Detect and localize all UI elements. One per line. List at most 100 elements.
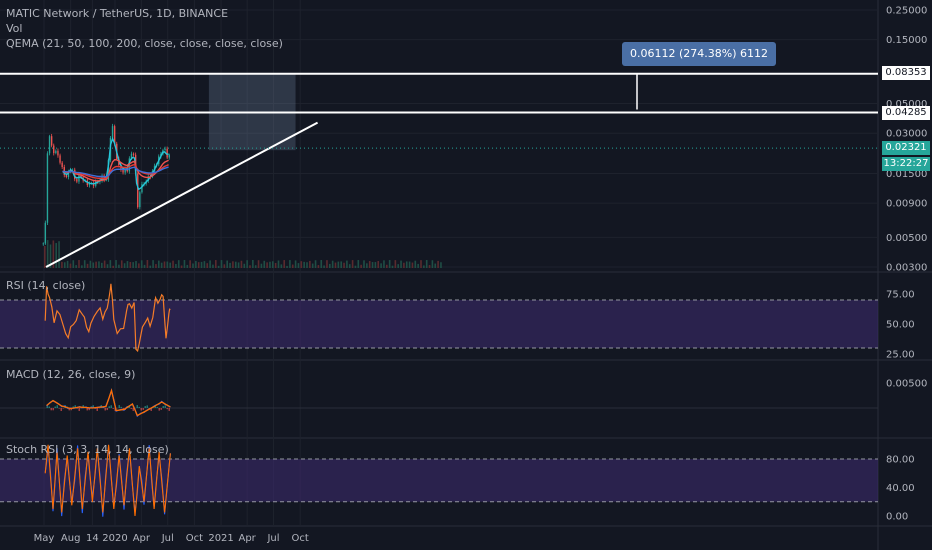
x-tick-label-10: Oct	[292, 533, 309, 544]
candle	[122, 170, 124, 173]
volume-bar	[346, 260, 348, 268]
macd-histogram-bar	[162, 406, 164, 408]
ascending-trendline	[45, 121, 319, 268]
x-tick-label-7: 2021	[208, 533, 233, 544]
volume-bar	[120, 260, 123, 268]
rsi-tick-label-0: 75.00	[886, 290, 915, 301]
symbol-title[interactable]: MATIC Network / TetherUS, 1D, BINANCE	[6, 7, 229, 20]
volume-bar	[252, 260, 254, 268]
macd-histogram-bar	[78, 408, 80, 411]
volume-bar	[158, 260, 160, 268]
qema-line-1	[62, 158, 169, 182]
x-tick-label-3: 2020	[102, 533, 127, 544]
volume-bar	[63, 262, 66, 268]
x-tick-label-5: Jul	[161, 533, 174, 544]
volume-bar	[420, 260, 422, 268]
macd-histogram-bar	[82, 405, 84, 408]
candle	[164, 148, 166, 151]
volume-bar	[388, 260, 391, 268]
volume-bar	[66, 260, 69, 268]
volume-bar	[437, 260, 439, 268]
qema-legend[interactable]: QEMA (21, 50, 100, 200, close, close, cl…	[6, 37, 283, 50]
volume-bar	[368, 261, 371, 268]
volume-bar	[103, 260, 106, 268]
volume-bar	[394, 260, 397, 268]
volume-bar	[234, 261, 237, 268]
volume-bar	[405, 261, 408, 268]
volume-bar	[374, 262, 377, 268]
candle	[113, 126, 116, 144]
volume-bar	[408, 261, 411, 268]
volume-bar	[46, 240, 49, 268]
volume-bar	[329, 263, 331, 268]
volume-bar	[243, 263, 246, 268]
volume-bar	[357, 260, 360, 268]
macd-histogram-bar	[150, 408, 152, 411]
volume-bar	[280, 264, 283, 268]
volume-bar	[98, 261, 100, 268]
macd-signal-line	[46, 388, 171, 417]
volume-bar	[414, 260, 417, 268]
volume-bar	[363, 260, 365, 268]
volume-bar	[317, 265, 320, 268]
candle	[92, 183, 95, 186]
volume-bar	[166, 261, 169, 268]
volume-bar	[217, 265, 220, 268]
volume-bar	[52, 240, 55, 268]
candle	[65, 175, 68, 177]
volume-bar	[306, 262, 308, 268]
lower-line-price-label: 0.04285	[882, 106, 930, 120]
qema-line-2	[62, 163, 169, 180]
volume-bar	[55, 243, 57, 268]
macd-histogram-bar	[136, 405, 138, 408]
volume-bar	[383, 260, 385, 268]
candle	[105, 179, 107, 181]
x-tick-label-4: Apr	[133, 533, 151, 544]
countdown-label: 13:22:27	[882, 157, 930, 171]
volume-bar	[294, 260, 297, 268]
volume-bar	[283, 260, 285, 268]
volume-bar	[380, 263, 382, 268]
volume-bar	[237, 262, 240, 268]
volume-bar	[195, 260, 197, 268]
last-price-label: 0.02321	[882, 141, 930, 155]
volume-bar	[323, 265, 325, 268]
macd-histogram-bar	[48, 406, 50, 408]
macd-histogram-bar	[106, 408, 108, 411]
vol-legend[interactable]: Vol	[6, 22, 23, 35]
stoch-rsi-legend[interactable]: Stoch RSI (3, 3, 14, 14, close)	[6, 443, 169, 456]
volume-bar	[371, 262, 374, 268]
candle	[53, 145, 55, 154]
candle	[42, 243, 44, 245]
candle	[128, 158, 131, 172]
rsi-legend[interactable]: RSI (14, close)	[6, 279, 86, 292]
candle	[71, 169, 74, 171]
y-tick-label-1: 0.15000	[886, 35, 927, 46]
volume-bar	[177, 260, 180, 268]
volume-bar	[209, 260, 211, 268]
volume-bar	[425, 260, 428, 268]
volume-bar	[200, 261, 203, 268]
volume-bar	[386, 264, 388, 268]
volume-bar	[132, 262, 134, 268]
candle	[74, 169, 76, 180]
volume-bar	[266, 262, 268, 268]
macd-histogram-bar	[46, 405, 48, 408]
candle	[80, 175, 82, 178]
volume-bar	[186, 264, 189, 268]
macd-legend[interactable]: MACD (12, 26, close, 9)	[6, 368, 136, 381]
volume-bar	[297, 263, 300, 268]
stoch-d-line	[44, 444, 171, 517]
macd-histogram-bar	[88, 408, 90, 411]
candle	[132, 153, 135, 155]
volume-bar	[354, 265, 357, 268]
stoch-tick-label-0: 80.00	[886, 455, 915, 466]
upper-line-price-label: 0.08353	[882, 66, 930, 80]
volume-bar	[115, 260, 117, 268]
volume-bar	[434, 263, 437, 268]
qema-line-3	[62, 166, 169, 178]
rsi-tick-label-1: 50.00	[886, 320, 915, 331]
candle	[61, 162, 63, 168]
volume-bar	[72, 260, 75, 268]
